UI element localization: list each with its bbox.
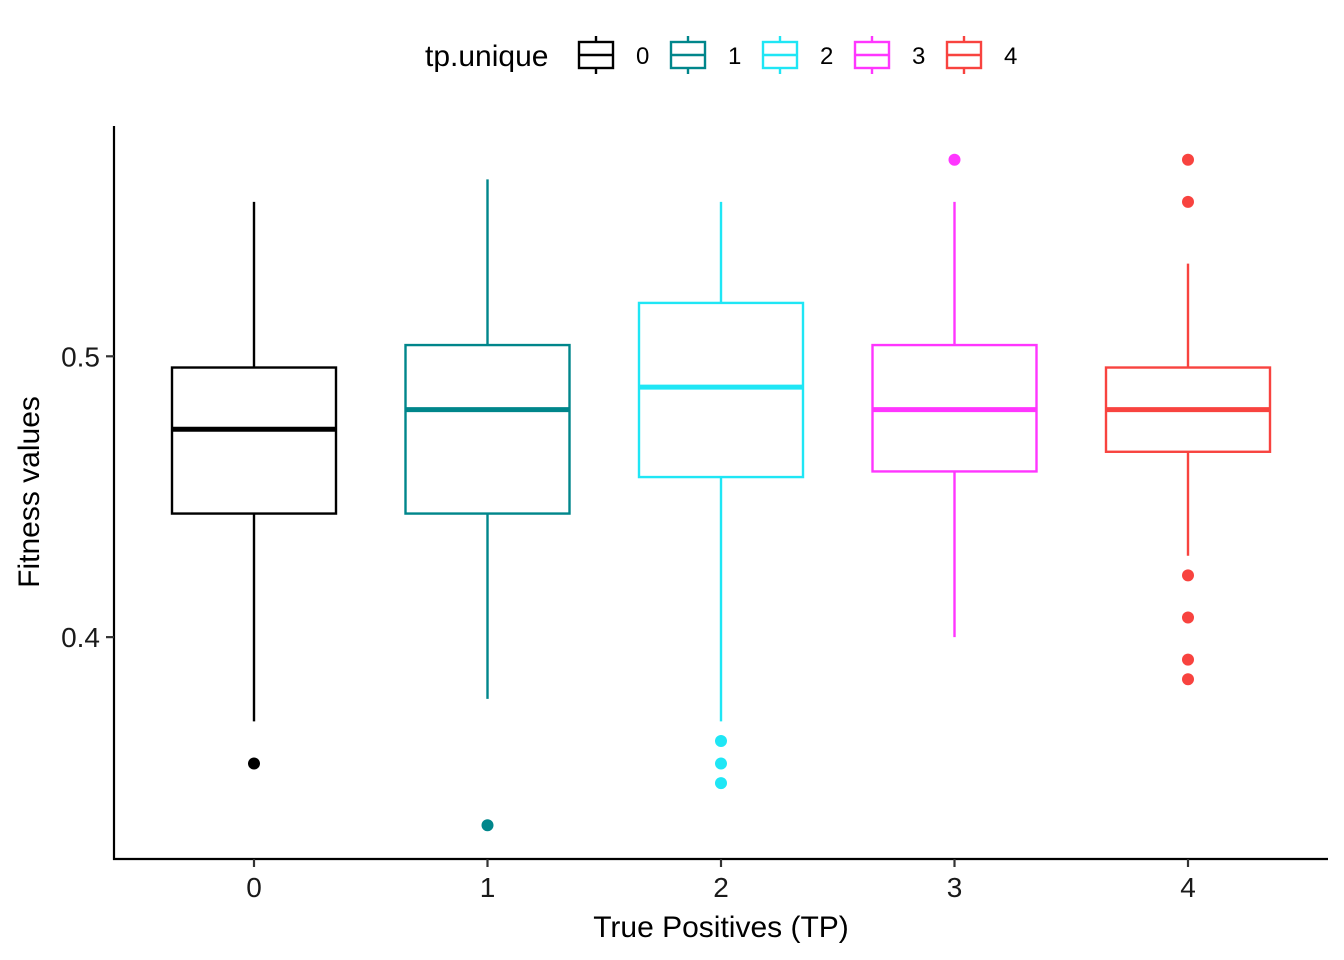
legend-key-4: 4 — [945, 36, 1017, 74]
x-tick-label-3: 3 — [947, 872, 963, 903]
y-tick-label-1: 0.5 — [61, 341, 100, 372]
outlier-point-4-1 — [1182, 195, 1194, 208]
y-axis-title: Fitness values — [13, 396, 46, 588]
x-tick-label-2: 2 — [713, 872, 729, 903]
legend: tp.unique 0 1 2 3 4 — [425, 36, 1017, 74]
outlier-point-2-0 — [715, 735, 727, 748]
legend-key-1: 1 — [669, 36, 741, 74]
x-tick-label-0: 0 — [246, 872, 262, 903]
box-group-3 — [871, 153, 1038, 638]
outlier-point-2-2 — [715, 777, 727, 790]
outlier-point-4-2 — [1182, 569, 1194, 582]
box-0 — [170, 366, 338, 515]
box-group-0 — [170, 201, 338, 770]
outlier-point-4-0 — [1182, 153, 1194, 166]
box-group-2 — [637, 201, 805, 790]
legend-key-0: 0 — [577, 36, 649, 74]
x-axis-ticks: 0 1 2 3 4 — [246, 859, 1196, 903]
legend-label-3: 3 — [912, 43, 925, 70]
legend-label-2: 2 — [820, 43, 833, 70]
boxes — [170, 153, 1272, 832]
legend-key-2: 2 — [761, 36, 833, 74]
x-tick-label-4: 4 — [1180, 872, 1196, 903]
box-group-4 — [1104, 153, 1272, 686]
outlier-point-4-5 — [1182, 673, 1194, 686]
box-group-1 — [404, 179, 571, 832]
outlier-point-3-0 — [948, 153, 961, 166]
legend-label-0: 0 — [636, 43, 649, 70]
y-axis-ticks: 0.4 0.5 — [61, 341, 114, 653]
box-1 — [404, 343, 571, 515]
x-tick-label-1: 1 — [480, 872, 496, 903]
outlier-point-4-4 — [1182, 653, 1194, 666]
plot-area: 0.4 0.5 0 1 2 3 4 — [61, 126, 1328, 903]
box-2 — [637, 301, 805, 479]
outlier-point-2-1 — [715, 757, 727, 770]
outlier-point-0-0 — [248, 757, 260, 770]
legend-key-3: 3 — [853, 36, 925, 74]
legend-keys: 0 1 2 3 4 — [577, 36, 1017, 74]
outlier-point-1-0 — [481, 819, 494, 832]
outlier-point-4-3 — [1182, 611, 1194, 624]
legend-label-4: 4 — [1004, 43, 1017, 70]
legend-title: tp.unique — [425, 40, 548, 73]
x-axis-title: True Positives (TP) — [593, 911, 849, 944]
legend-label-1: 1 — [728, 43, 741, 70]
y-tick-label-0: 0.4 — [61, 622, 100, 653]
